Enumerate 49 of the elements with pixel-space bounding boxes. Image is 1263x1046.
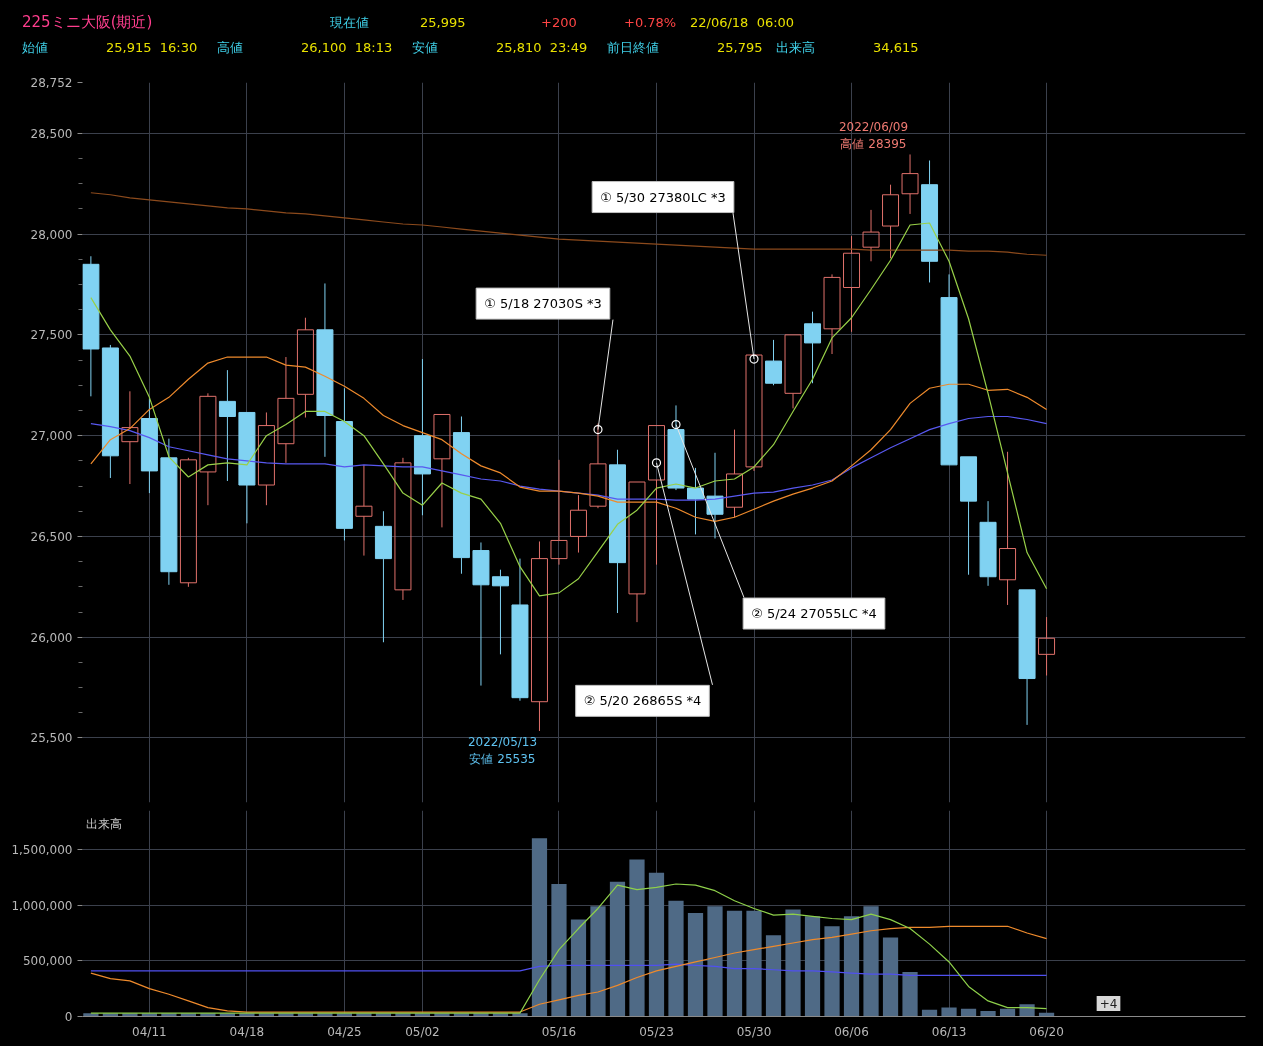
bar bbox=[824, 926, 840, 1017]
bar bbox=[941, 1007, 957, 1017]
bar bbox=[863, 906, 879, 1017]
bar bbox=[726, 910, 743, 1017]
candlestick bbox=[1018, 589, 1036, 726]
bar bbox=[1019, 1004, 1035, 1017]
x-tick-label: 04/18 bbox=[229, 1024, 265, 1039]
candlestick bbox=[960, 456, 978, 576]
text: 出来高 bbox=[85, 816, 122, 831]
candlestick bbox=[921, 160, 939, 283]
bar bbox=[980, 1010, 996, 1017]
bar bbox=[629, 859, 645, 1017]
bar bbox=[609, 881, 626, 1017]
x-tick-label: 06/13 bbox=[931, 1024, 967, 1039]
x-tick-label: 05/02 bbox=[405, 1024, 440, 1039]
x-tick-label: 06/20 bbox=[1029, 1024, 1064, 1039]
bar bbox=[843, 916, 860, 1017]
bar bbox=[785, 909, 801, 1017]
bar bbox=[707, 906, 723, 1017]
x-tick-label: 04/25 bbox=[327, 1024, 362, 1039]
bar bbox=[551, 883, 567, 1017]
x-tick-label: 05/16 bbox=[541, 1024, 577, 1039]
line-series bbox=[90, 963, 1048, 976]
candlestick bbox=[979, 500, 997, 587]
x-tick-label: 04/11 bbox=[132, 1024, 167, 1039]
line-series bbox=[90, 883, 1048, 1014]
bar bbox=[902, 971, 918, 1017]
candlestick bbox=[1038, 616, 1056, 677]
text: +4 bbox=[1099, 997, 1118, 1011]
candlestick bbox=[940, 273, 958, 466]
y-tick-label: 1,000,000 bbox=[11, 898, 73, 913]
x-tick-label: 05/30 bbox=[736, 1024, 772, 1039]
bar bbox=[668, 900, 684, 1017]
bar bbox=[687, 912, 704, 1017]
line-series bbox=[90, 925, 1048, 1013]
bar bbox=[765, 935, 782, 1017]
bar bbox=[804, 916, 821, 1017]
y-tick-label: 1,500,000 bbox=[11, 842, 73, 857]
bar bbox=[531, 838, 548, 1017]
bar bbox=[590, 906, 606, 1017]
y-tick-label: 500,000 bbox=[22, 954, 73, 969]
bar bbox=[882, 937, 899, 1017]
candlestick bbox=[999, 451, 1017, 606]
x-tick-label: 05/23 bbox=[639, 1024, 674, 1039]
y-tick-label: 0 bbox=[64, 1010, 73, 1024]
bar bbox=[570, 919, 587, 1017]
x-tick-label: 06/06 bbox=[834, 1024, 869, 1039]
bar bbox=[648, 872, 665, 1017]
bar bbox=[746, 910, 762, 1017]
